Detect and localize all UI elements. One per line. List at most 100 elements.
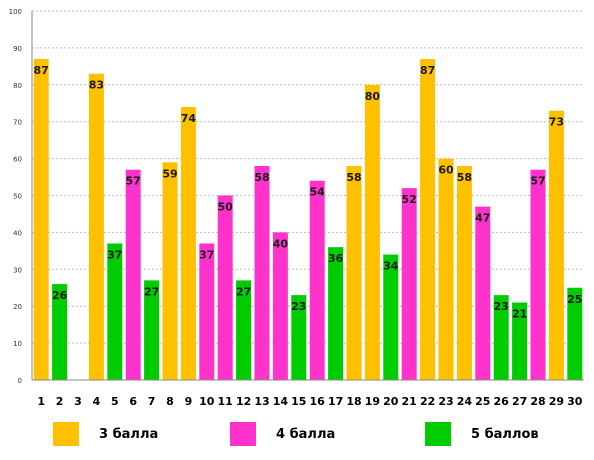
legend: 3 балла 4 балла 5 баллов [0, 421, 594, 451]
data-label: 27 [144, 285, 159, 298]
bar [236, 280, 252, 380]
y-tick-label: 80 [13, 82, 22, 90]
y-tick-label: 70 [13, 119, 22, 127]
x-tick-label: 18 [346, 395, 361, 408]
legend-item-3: 3 балла [53, 421, 158, 447]
bar [364, 84, 380, 381]
x-tick-label: 22 [420, 395, 435, 408]
x-tick-label: 30 [567, 395, 583, 408]
x-tick-label: 10 [199, 395, 215, 408]
y-axis-tick-labels: 0 10 20 30 40 50 60 70 80 90 100 [9, 8, 22, 385]
x-tick-label: 19 [365, 395, 380, 408]
data-label: 87 [34, 64, 49, 77]
data-label: 54 [310, 186, 326, 199]
x-tick-label: 9 [185, 395, 193, 408]
x-tick-label: 27 [512, 395, 527, 408]
bar [291, 295, 307, 380]
bar [420, 58, 436, 380]
data-label: 58 [346, 171, 361, 184]
bar [309, 180, 325, 380]
bar [383, 254, 399, 380]
x-tick-label: 13 [254, 395, 269, 408]
legend-swatch-4 [230, 422, 256, 446]
x-tick-label: 28 [530, 395, 545, 408]
x-tick-label: 11 [218, 395, 233, 408]
x-tick-label: 2 [56, 395, 64, 408]
data-label: 80 [365, 90, 381, 103]
x-tick-label: 29 [549, 395, 564, 408]
x-tick-label: 25 [475, 395, 490, 408]
y-tick-label: 50 [13, 193, 22, 201]
x-tick-label: 14 [273, 395, 289, 408]
legend-swatch-5 [425, 422, 451, 446]
data-label: 23 [494, 300, 509, 313]
bar [493, 295, 509, 380]
y-tick-label: 30 [13, 266, 22, 274]
y-tick-label: 0 [18, 377, 22, 385]
bar [346, 165, 362, 380]
data-label: 25 [567, 293, 582, 306]
x-tick-label: 12 [236, 395, 251, 408]
x-tick-label: 23 [438, 395, 453, 408]
data-label: 21 [512, 308, 527, 321]
data-label: 60 [438, 164, 454, 177]
bar [125, 169, 141, 380]
data-label: 50 [218, 201, 234, 214]
data-label: 26 [52, 289, 68, 302]
data-label: 57 [126, 175, 141, 188]
value-labels: 87 26 83 37 57 27 59 74 37 50 27 58 40 23 54 36 58 80 34 52… [34, 64, 583, 321]
bar [438, 158, 454, 380]
x-tick-label: 1 [37, 395, 45, 408]
x-tick-label: 5 [111, 395, 119, 408]
bar [401, 188, 417, 380]
bar [456, 165, 472, 380]
data-label: 37 [199, 248, 214, 261]
data-label: 27 [236, 285, 251, 298]
data-label: 36 [328, 252, 344, 265]
x-tick-label: 20 [383, 395, 399, 408]
data-label: 57 [530, 175, 545, 188]
legend-swatch-3 [53, 422, 79, 446]
x-tick-label: 6 [129, 395, 137, 408]
x-tick-label: 16 [310, 395, 326, 408]
bar [144, 280, 160, 380]
x-tick-label: 7 [148, 395, 156, 408]
data-label: 37 [107, 248, 122, 261]
bar [567, 287, 583, 380]
bar [328, 247, 344, 380]
data-label: 23 [291, 300, 306, 313]
y-tick-label: 20 [13, 303, 22, 311]
x-tick-label: 4 [93, 395, 101, 408]
x-tick-label: 24 [457, 395, 473, 408]
y-tick-label: 10 [13, 340, 22, 348]
legend-item-5: 5 баллов [425, 421, 539, 447]
legend-label-5: 5 баллов [471, 426, 539, 442]
bar [162, 162, 178, 380]
bar [52, 284, 68, 380]
bar [180, 106, 196, 380]
x-tick-label: 8 [166, 395, 174, 408]
x-tick-label: 15 [291, 395, 306, 408]
data-label: 87 [420, 64, 435, 77]
bar [548, 110, 564, 380]
legend-label-3: 3 балла [99, 426, 159, 442]
bar [475, 206, 491, 380]
data-label: 59 [162, 167, 177, 180]
data-label: 47 [475, 212, 490, 225]
bar [254, 165, 270, 380]
y-tick-label: 40 [13, 229, 22, 237]
y-tick-label: 100 [9, 8, 22, 16]
data-label: 52 [402, 193, 417, 206]
bar [107, 243, 123, 380]
bar [217, 195, 233, 380]
x-tick-label: 21 [402, 395, 417, 408]
data-label: 83 [89, 79, 104, 92]
data-label: 74 [181, 112, 197, 125]
bar [530, 169, 546, 380]
data-label: 73 [549, 116, 564, 129]
data-label: 40 [273, 237, 289, 250]
x-tick-label: 26 [494, 395, 510, 408]
data-label: 58 [457, 171, 472, 184]
bar [33, 58, 49, 380]
